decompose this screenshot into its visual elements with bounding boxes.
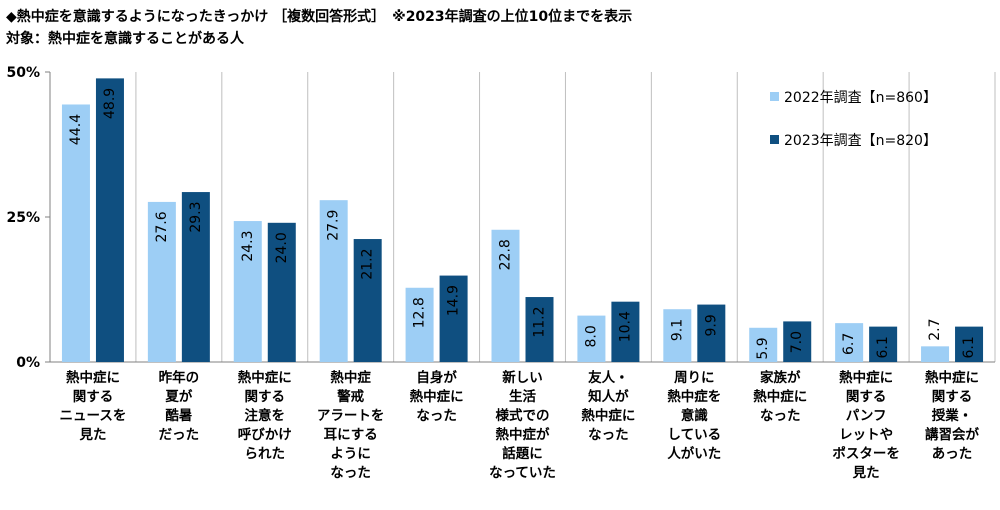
bar <box>749 327 778 362</box>
category-label: 自身が熱中症になった <box>410 369 464 424</box>
chart-subtitle: 対象：熱中症を意識することがある人 <box>6 31 244 47</box>
value-label: 6.7 <box>841 333 857 355</box>
bar <box>835 323 864 362</box>
bar <box>439 275 468 362</box>
value-label: 24.0 <box>274 232 290 263</box>
y-tick-label: 50% <box>6 65 40 81</box>
bar <box>181 192 210 362</box>
value-label: 27.9 <box>326 210 342 241</box>
value-label: 9.1 <box>669 319 685 341</box>
value-label: 11.2 <box>532 306 548 337</box>
value-label: 27.6 <box>154 211 170 242</box>
legend-label: 2022年調査【n=860】 <box>784 90 937 106</box>
bar <box>95 78 124 362</box>
category-label: 友人・知人が熱中症になった <box>581 369 635 443</box>
bar <box>267 222 296 362</box>
y-tick-label: 25% <box>6 210 40 226</box>
value-label: 22.8 <box>498 239 514 270</box>
bar <box>955 326 984 362</box>
value-label: 7.0 <box>789 331 805 353</box>
category-label: 昨年の夏が酷暑だった <box>159 369 200 443</box>
value-label: 2.7 <box>927 318 943 340</box>
value-label: 24.3 <box>240 230 256 261</box>
bar <box>577 315 606 362</box>
bar <box>353 239 382 362</box>
bar <box>611 301 640 362</box>
value-label: 21.2 <box>360 248 376 279</box>
value-label: 12.8 <box>412 297 428 328</box>
bar <box>783 321 812 362</box>
value-label: 9.9 <box>703 314 719 336</box>
bar <box>147 201 176 362</box>
bar <box>491 229 520 362</box>
chart-title: ◆熱中症を意識するようになったきっかけ ［複数回答形式］ ※2023年調査の上位… <box>6 9 633 25</box>
category-label: 熱中症警戒アラートを耳にするようになった <box>317 369 385 481</box>
bar <box>405 287 434 362</box>
bar <box>233 221 262 362</box>
value-label: 8.0 <box>583 325 599 347</box>
value-label: 6.1 <box>875 336 891 358</box>
legend-swatch <box>770 135 779 144</box>
bar <box>663 309 692 362</box>
bar <box>869 326 898 362</box>
bar <box>319 200 348 362</box>
category-label: 熱中症に関するパンフレットやポスターを見た <box>832 369 900 481</box>
bar <box>697 304 726 362</box>
value-label: 48.9 <box>102 88 118 119</box>
category-label: 周りに熱中症を意識している人がいた <box>667 370 721 462</box>
value-label: 5.9 <box>755 337 771 359</box>
value-label: 29.3 <box>188 201 204 232</box>
legend-label: 2023年調査【n=820】 <box>784 133 937 149</box>
value-label: 6.1 <box>961 336 977 358</box>
bar <box>525 297 554 362</box>
bar <box>61 104 90 362</box>
category-label: 熱中症に関するニュースを見た <box>60 369 127 443</box>
category-label: 新しい生活様式での熱中症が話題になっていた <box>489 369 556 481</box>
value-label: 10.4 <box>617 311 633 342</box>
category-label: 家族が熱中症になった <box>753 369 807 424</box>
bar <box>921 346 950 362</box>
category-label: 熱中症に関する授業・講習会があった <box>925 369 979 462</box>
value-label: 44.4 <box>68 114 84 145</box>
category-label: 熱中症に関する注意を呼びかけられた <box>238 369 292 462</box>
legend-swatch <box>770 92 779 101</box>
value-label: 14.9 <box>446 285 462 316</box>
y-tick-label: 0% <box>16 355 40 371</box>
